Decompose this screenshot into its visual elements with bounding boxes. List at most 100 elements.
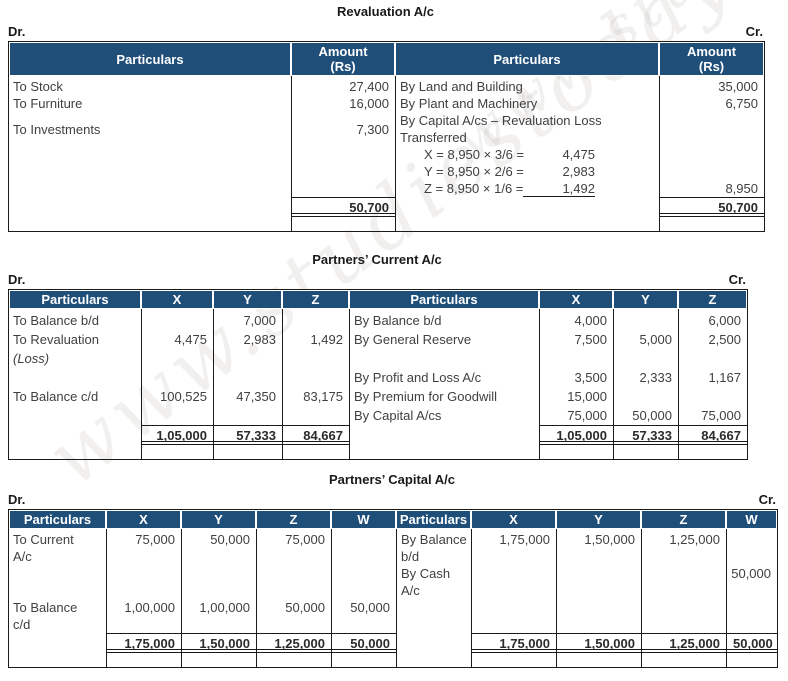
amount-value xyxy=(646,599,720,616)
amount-value xyxy=(186,582,250,599)
debit-entry-label: To Balance c/d xyxy=(13,389,99,404)
header-label: Particulars xyxy=(399,512,468,527)
amount-value xyxy=(287,406,343,425)
empty-row-cell xyxy=(181,653,256,667)
capital-cr-label: Cr. xyxy=(758,492,776,507)
amount-value xyxy=(618,387,672,406)
amount-value xyxy=(683,387,741,406)
amount-value xyxy=(336,565,390,582)
loss-share-value: 4,475 xyxy=(562,147,595,162)
amount-value: 4,475 xyxy=(174,332,207,347)
amount-value xyxy=(561,599,635,616)
amount-value: 6,000 xyxy=(708,313,741,328)
amount-value: 7,500 xyxy=(574,332,607,347)
amount-value xyxy=(476,616,550,633)
empty-row-cell xyxy=(349,445,539,459)
capital-debit-y-cell: 50,000 1,00,000 xyxy=(181,529,256,633)
amount-value xyxy=(261,582,325,599)
spacer-cell xyxy=(678,442,747,445)
amount-value: 50,000 xyxy=(350,600,390,615)
current-header-debit-particulars: Particulars xyxy=(9,290,141,309)
amount-value xyxy=(336,582,390,599)
header-label: Y xyxy=(641,292,650,307)
spacer-cell xyxy=(256,650,331,653)
totals-empty-cell xyxy=(395,197,659,214)
capital-dr-label: Dr. xyxy=(8,492,26,507)
debit-entry-label: To Investments xyxy=(13,122,101,137)
amount-value xyxy=(186,616,250,633)
credit-entry-label: By Balance xyxy=(401,532,467,547)
amount-value: 1,25,000 xyxy=(669,532,720,547)
credit-entry-label: By Plant and Machinery xyxy=(400,96,538,111)
header-label: Z xyxy=(311,292,320,307)
amount-value xyxy=(146,368,207,387)
amount-value xyxy=(261,548,325,565)
amount-value: 50,000 xyxy=(285,600,325,615)
amount-value: 1,167 xyxy=(708,370,741,385)
header-label: Particulars xyxy=(23,512,92,527)
amount-value xyxy=(111,616,175,633)
current-credit-total-z: 84,667 xyxy=(678,425,747,443)
blank-line xyxy=(354,349,535,368)
revaluation-drcr-row: Dr. Cr. xyxy=(8,24,763,39)
current-cr-label: Cr. xyxy=(728,272,746,287)
spacer-cell xyxy=(213,442,282,445)
credit-entry-amount: 35,000 xyxy=(718,79,758,94)
header-label: X xyxy=(509,512,518,527)
empty-row-cell xyxy=(9,445,141,459)
header-label: Y xyxy=(214,512,223,527)
current-credit-z-cell: 6,000 2,500 1,167 75,000 xyxy=(678,309,747,425)
blank-line xyxy=(664,146,758,163)
amount-value: 1,00,000 xyxy=(124,600,175,615)
amount-value xyxy=(618,349,672,368)
loss-share-row: X = 8,950 × 3/6 = 4,475 xyxy=(400,146,655,163)
credit-loss-line1: By Capital A/cs – Revaluation Loss xyxy=(400,113,602,128)
amount-header-line1: Amount xyxy=(318,44,368,59)
credit-entry-label: A/c xyxy=(401,583,420,598)
revaluation-header-credit-particulars: Particulars xyxy=(395,42,659,76)
totals-empty-cell xyxy=(9,633,106,650)
capital-header-debit-particulars: Particulars xyxy=(9,510,106,529)
empty-row-cell xyxy=(256,653,331,667)
amount-value: 4,000 xyxy=(574,313,607,328)
current-header-credit-y: Y xyxy=(613,290,678,309)
amount-value: 2,983 xyxy=(243,332,276,347)
current-header-debit-y: Y xyxy=(213,290,282,309)
empty-row-cell xyxy=(659,217,764,231)
debit-entry-label: To Balance b/d xyxy=(13,313,100,328)
empty-row-cell xyxy=(556,653,641,667)
header-label: Particulars xyxy=(410,292,478,307)
revaluation-credit-amount-cell: 35,000 6,750 8,950 xyxy=(659,76,764,197)
amount-header-line2: (Rs) xyxy=(698,59,725,74)
spacer-cell xyxy=(539,442,613,445)
amount-value xyxy=(476,582,550,599)
loss-share-row: Z = 8,950 × 1/6 = 1,492 xyxy=(400,180,655,197)
revaluation-credit-particulars-cell: By Land and Building By Plant and Machin… xyxy=(395,76,659,197)
amount-value: 2,500 xyxy=(708,332,741,347)
amount-value: 5,000 xyxy=(639,332,672,347)
totals-empty-cell xyxy=(396,633,471,650)
current-account-title: Partners’ Current A/c xyxy=(312,252,442,267)
capital-header-credit-w: W xyxy=(726,510,777,529)
capital-debit-w-cell: 50,000 xyxy=(331,529,396,633)
capital-header-debit-z: Z xyxy=(256,510,331,529)
capital-header-credit-x: X xyxy=(471,510,556,529)
loss-share-formula: X = 8,950 × 3/6 = xyxy=(424,147,525,162)
current-credit-y-cell: 5,000 2,333 50,000 xyxy=(613,309,678,425)
current-debit-x-cell: 4,475 100,525 xyxy=(141,309,213,425)
blank-line xyxy=(401,616,467,633)
amount-value xyxy=(646,582,720,599)
spacer-cell xyxy=(291,214,395,217)
amount-value: 1,50,000 xyxy=(584,532,635,547)
credit-entry-amount: 6,750 xyxy=(725,96,758,111)
debit-entry-amount: 16,000 xyxy=(349,96,389,111)
capital-header-credit-y: Y xyxy=(556,510,641,529)
header-label: W xyxy=(357,512,370,527)
spacer-cell xyxy=(106,650,181,653)
empty-row-cell xyxy=(471,653,556,667)
spacer-cell xyxy=(141,442,213,445)
current-debit-total-x: 1,05,000 xyxy=(141,425,213,443)
amount-value xyxy=(186,565,250,582)
amount-value xyxy=(186,548,250,565)
